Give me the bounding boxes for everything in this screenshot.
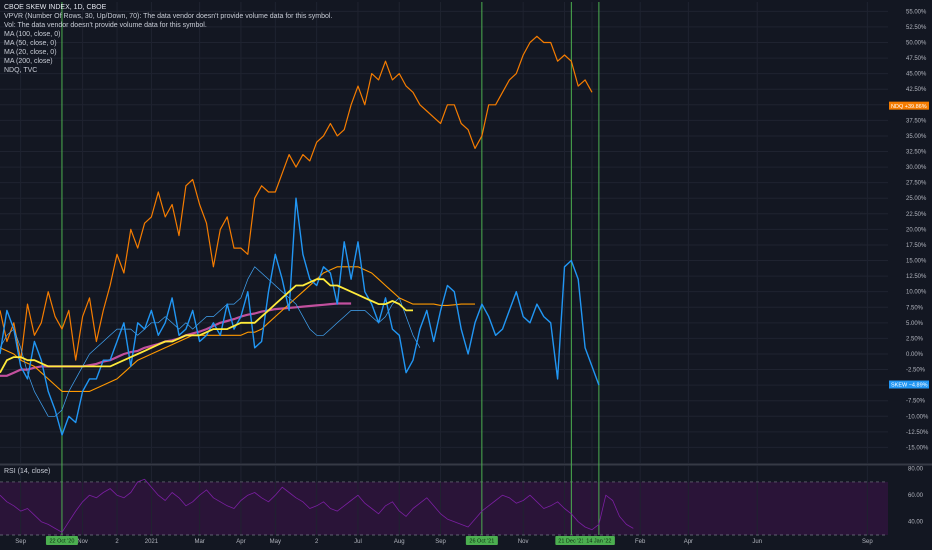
- legend-line: Vol: The data vendor doesn't provide vol…: [4, 22, 207, 29]
- rsi-line: [0, 478, 634, 533]
- last-value-badge: [889, 101, 929, 110]
- date-marker-label: 14 Jan '22: [586, 539, 611, 545]
- legend-line: NDQ, TVC: [4, 67, 38, 74]
- series-line-ma20: [0, 266, 421, 417]
- series-line-ndq: [0, 35, 593, 361]
- legend-line: VPVR (Number Of Rows, 30, Up/Down, 70): …: [4, 13, 333, 20]
- x-tick-label: May: [270, 539, 281, 545]
- x-tick-label: Aug: [394, 539, 405, 545]
- date-marker-badge: [555, 536, 588, 545]
- y-tick-label: 52.50%: [906, 25, 927, 31]
- x-tick-label: Sep: [862, 539, 873, 545]
- y-tick-label: 20.00%: [906, 227, 927, 233]
- rsi-band: [0, 481, 888, 535]
- legend: CBOE SKEW INDEX, 1D, CBOE VPVR (Number O…: [4, 3, 332, 75]
- y-tick-label: 50.00%: [906, 40, 927, 46]
- y-tick-label: 55.00%: [906, 9, 927, 15]
- x-tick-label: Mar: [194, 539, 204, 545]
- legend-line: MA (100, close, 0): [4, 31, 61, 38]
- series-line-ma50: [0, 278, 413, 374]
- y-tick-label: -12.50%: [906, 430, 929, 436]
- date-marker-label: 22 Oct '20: [50, 539, 75, 545]
- series-line-ma100: [0, 266, 475, 392]
- y-tick-label: 37.50%: [906, 118, 927, 124]
- y-tick-label: 2.50%: [906, 336, 924, 342]
- y-tick-label: 10.00%: [906, 290, 927, 296]
- y-tick-label: 7.50%: [906, 305, 924, 311]
- y-tick-label: 35.00%: [906, 134, 927, 140]
- y-tick-label: -2.50%: [906, 368, 926, 374]
- legend-line: MA (50, close, 0): [4, 40, 57, 47]
- y-tick-label: 27.50%: [906, 181, 927, 187]
- date-marker-label: 21 Dec '21: [558, 539, 584, 545]
- legend-title: CBOE SKEW INDEX, 1D, CBOE: [4, 4, 107, 11]
- legend-line: MA (20, close, 0): [4, 49, 57, 56]
- x-tick-label: Sep: [435, 539, 446, 545]
- x-tick-label: Apr: [236, 539, 245, 545]
- rsi-tick-label: 40.00: [908, 520, 924, 526]
- y-tick-label: 5.00%: [906, 321, 924, 327]
- x-tick-label: 2: [315, 539, 319, 545]
- y-tick-label: 22.50%: [906, 212, 927, 218]
- x-tick-label: Nov: [518, 539, 529, 545]
- x-tick-label: Sep: [15, 539, 26, 545]
- rsi-tick-label: 80.00: [908, 467, 924, 473]
- y-tick-label: 0.00%: [906, 352, 924, 358]
- x-tick-label: Jul: [354, 539, 362, 545]
- x-tick-label: Apr: [684, 539, 693, 545]
- rsi-legend: RSI (14, close): [4, 468, 51, 475]
- series-line-skew: [0, 197, 600, 436]
- y-tick-label: -7.50%: [906, 399, 926, 405]
- y-tick-label: 30.00%: [906, 165, 927, 171]
- y-tick-label: 17.50%: [906, 243, 927, 249]
- y-tick-label: -15.00%: [906, 445, 929, 451]
- x-tick-label: Jun: [752, 539, 762, 545]
- date-marker-badge: [582, 536, 615, 545]
- y-tick-label: 25.00%: [906, 196, 927, 202]
- y-tick-label: 45.00%: [906, 72, 927, 78]
- y-tick-label: 15.00%: [906, 259, 927, 265]
- date-marker-label: 26 Oct '21: [469, 539, 494, 545]
- x-tick-label: 2: [115, 539, 119, 545]
- y-tick-label: 42.50%: [906, 87, 927, 93]
- y-tick-label: 32.50%: [906, 150, 927, 156]
- last-value-label: SKEW −4.89%: [891, 383, 928, 389]
- y-tick-label: 12.50%: [906, 274, 927, 280]
- legend-line: MA (200, close): [4, 58, 53, 65]
- x-tick-label: 2021: [145, 539, 159, 545]
- rsi-tick-label: 60.00: [908, 493, 924, 499]
- y-tick-label: 47.50%: [906, 56, 927, 62]
- x-tick-label: Nov: [77, 539, 88, 545]
- last-value-badge: [889, 380, 929, 389]
- date-marker-badge: [465, 536, 498, 545]
- x-tick-label: Feb: [635, 539, 646, 545]
- last-value-label: NDQ +39.86%: [891, 104, 927, 110]
- date-marker-badge: [45, 536, 78, 545]
- y-tick-label: -10.00%: [906, 414, 929, 420]
